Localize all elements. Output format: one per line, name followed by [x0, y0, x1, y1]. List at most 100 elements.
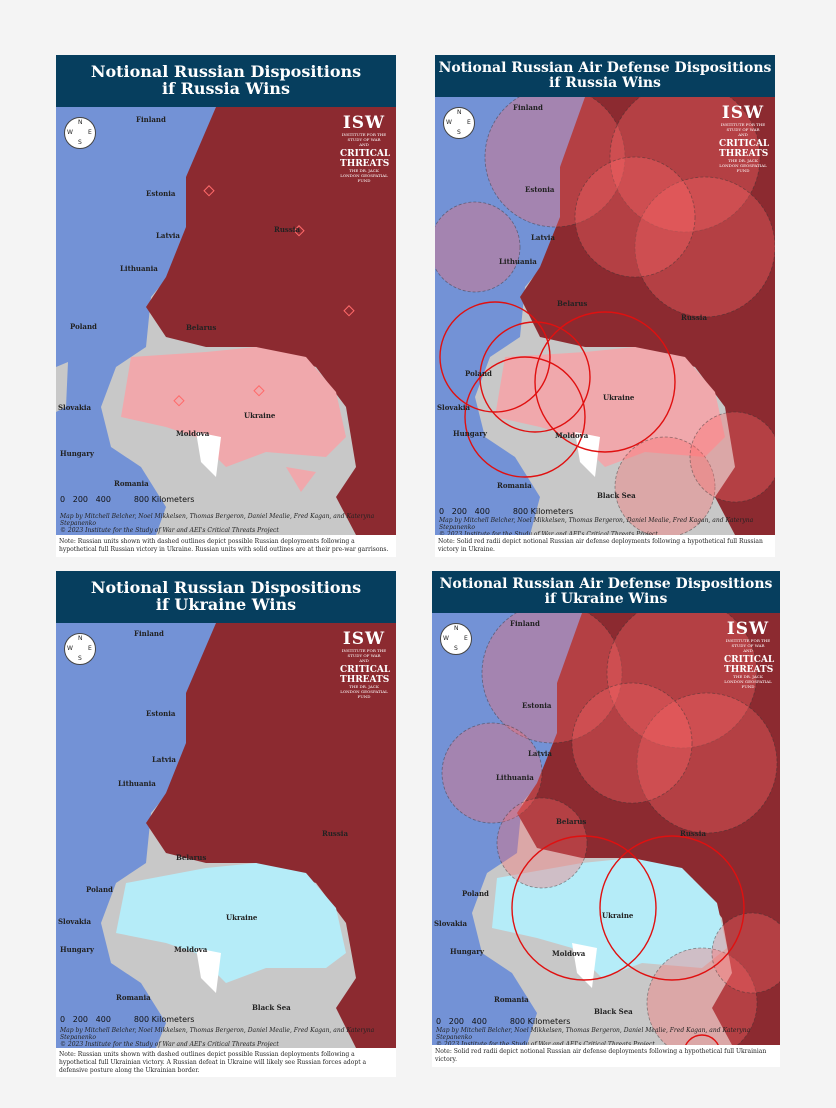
label-black-sea: Black Sea [597, 491, 636, 500]
label-finland: Finland [136, 115, 166, 124]
panel-title: Notional Russian Dispositions if Russia … [56, 55, 396, 107]
label-estonia: Estonia [525, 185, 555, 194]
compass-n: N [457, 109, 462, 116]
scale-bar: 0 200 400 800 Kilometers [60, 1015, 194, 1024]
label-slovakia: Slovakia [434, 919, 468, 928]
compass-e: E [467, 119, 471, 126]
title-line-2: if Russia Wins [549, 75, 661, 91]
label-poland: Poland [465, 369, 492, 378]
title-line-1: Notional Russian Dispositions [90, 578, 362, 598]
panel-title: Notional Russian Air Defense Disposition… [432, 571, 780, 613]
label-hungary: Hungary [453, 429, 487, 438]
compass-w: W [67, 129, 73, 136]
panel-title: Notional Russian Dispositions if Ukraine… [56, 571, 396, 623]
scale-400: 400 [471, 1017, 487, 1026]
label-hungary: Hungary [60, 449, 94, 458]
map-panel-air-defense-russia-wins: Notional Russian Air Defense Disposition… [435, 55, 775, 557]
scale-label: 800 Kilometers [133, 1015, 195, 1024]
compass-s: S [78, 655, 82, 662]
isw-logo-icon: ISW [721, 103, 765, 123]
map-area: N S W E ISW INSTITUTE FOR THE STUDY OF W… [56, 623, 396, 1048]
scale-200: 200 [451, 507, 468, 516]
label-belarus: Belarus [556, 817, 587, 826]
panel-title: Notional Russian Air Defense Disposition… [435, 55, 775, 97]
isw-ct-logo: ISW INSTITUTE FOR THE STUDY OF WAR AND C… [719, 103, 769, 174]
map-base [56, 623, 396, 1048]
label-poland: Poland [462, 889, 489, 898]
label-lithuania: Lithuania [118, 779, 156, 788]
label-ukraine: Ukraine [603, 393, 635, 402]
label-black-sea: Black Sea [252, 1003, 291, 1012]
label-poland: Poland [86, 885, 113, 894]
panel-note: Note: Solid red radii depict notional Ru… [432, 1045, 780, 1067]
map-panel-dispositions-ukraine-wins: Notional Russian Dispositions if Ukraine… [56, 571, 396, 1078]
scale-label: 800 Kilometers [133, 495, 195, 504]
label-belarus: Belarus [557, 299, 588, 308]
label-finland: Finland [510, 619, 540, 628]
isw-ct-logo: ISW INSTITUTE FOR THE STUDY OF WAR AND C… [340, 629, 390, 700]
label-estonia: Estonia [146, 709, 176, 718]
scale-400: 400 [95, 1015, 111, 1024]
credit-line-1: Map by Mitchell Belcher, Noel Mikkelsen,… [60, 513, 375, 528]
logo-and: AND [359, 141, 369, 147]
compass-icon: N S W E [64, 117, 96, 149]
label-moldova: Moldova [176, 429, 210, 438]
title-line-2: if Russia Wins [162, 79, 290, 98]
label-belarus: Belarus [176, 853, 207, 862]
label-finland: Finland [513, 103, 543, 112]
label-latvia: Latvia [152, 755, 176, 764]
credit: Map by Mitchell Belcher, Noel Mikkelsen,… [436, 1027, 766, 1045]
compass-s: S [454, 645, 458, 652]
compass-n: N [78, 119, 83, 126]
credit: Map by Mitchell Belcher, Noel Mikkelsen,… [439, 517, 769, 535]
label-hungary: Hungary [60, 945, 94, 954]
isw-subtitle: INSTITUTE FOR THE STUDY OF WAR [725, 638, 771, 648]
label-russia: Russia [322, 829, 348, 838]
credit: Map by Mitchell Belcher, Noel Mikkelsen,… [60, 1027, 390, 1048]
fund-text: THE DR. JACK LONDON GEOSPATIAL FUND [340, 684, 388, 699]
scale-bar: 0 200 400 800 Kilometers [60, 495, 194, 504]
label-russia: Russia [274, 225, 300, 234]
compass-w: W [67, 645, 73, 652]
scale-200: 200 [72, 1015, 89, 1024]
scale-0: 0 [436, 1017, 442, 1026]
label-romania: Romania [494, 995, 529, 1004]
panel-note: Note: Solid red radii depict notional Ru… [435, 535, 775, 557]
credit-line-2: © 2023 Institute for the Study of War an… [60, 1041, 279, 1048]
label-latvia: Latvia [528, 749, 552, 758]
label-russia: Russia [680, 829, 706, 838]
credit-line-1: Map by Mitchell Belcher, Noel Mikkelsen,… [60, 1027, 375, 1042]
title-line-2: if Ukraine Wins [155, 595, 297, 614]
label-ukraine: Ukraine [226, 913, 258, 922]
label-moldova: Moldova [552, 949, 586, 958]
label-estonia: Estonia [146, 189, 176, 198]
label-slovakia: Slovakia [58, 403, 92, 412]
title-line-1: Notional Russian Air Defense Disposition… [439, 576, 773, 593]
credit-line-2: © 2023 Institute for the Study of War an… [439, 531, 658, 535]
compass-icon: N S W E [64, 633, 96, 665]
logo-and: AND [738, 131, 748, 137]
label-poland: Poland [70, 322, 97, 331]
scale-400: 400 [474, 507, 490, 516]
label-moldova: Moldova [555, 431, 589, 440]
isw-subtitle: INSTITUTE FOR THE STUDY OF WAR [341, 132, 387, 142]
label-moldova: Moldova [174, 945, 208, 954]
label-romania: Romania [116, 993, 151, 1002]
credit: Map by Mitchell Belcher, Noel Mikkelsen,… [60, 513, 390, 535]
scale-0: 0 [439, 507, 445, 516]
label-romania: Romania [497, 481, 532, 490]
label-slovakia: Slovakia [58, 917, 92, 926]
compass-e: E [88, 645, 92, 652]
compass-n: N [454, 625, 459, 632]
panel-note: Note: Russian units shown with dashed ou… [56, 535, 396, 557]
compass-w: W [443, 635, 449, 642]
isw-subtitle: INSTITUTE FOR THE STUDY OF WAR [341, 648, 387, 658]
compass-icon: N S W E [443, 107, 475, 139]
logo-and: AND [359, 657, 369, 663]
map-panel-air-defense-ukraine-wins: Notional Russian Air Defense Disposition… [432, 571, 780, 1067]
fund-text: THE DR. JACK LONDON GEOSPATIAL FUND [724, 674, 772, 689]
ct-logo-icon: CRITICAL THREATS [724, 655, 775, 676]
isw-subtitle: INSTITUTE FOR THE STUDY OF WAR [720, 122, 766, 132]
label-hungary: Hungary [450, 947, 484, 956]
label-lithuania: Lithuania [120, 264, 158, 273]
